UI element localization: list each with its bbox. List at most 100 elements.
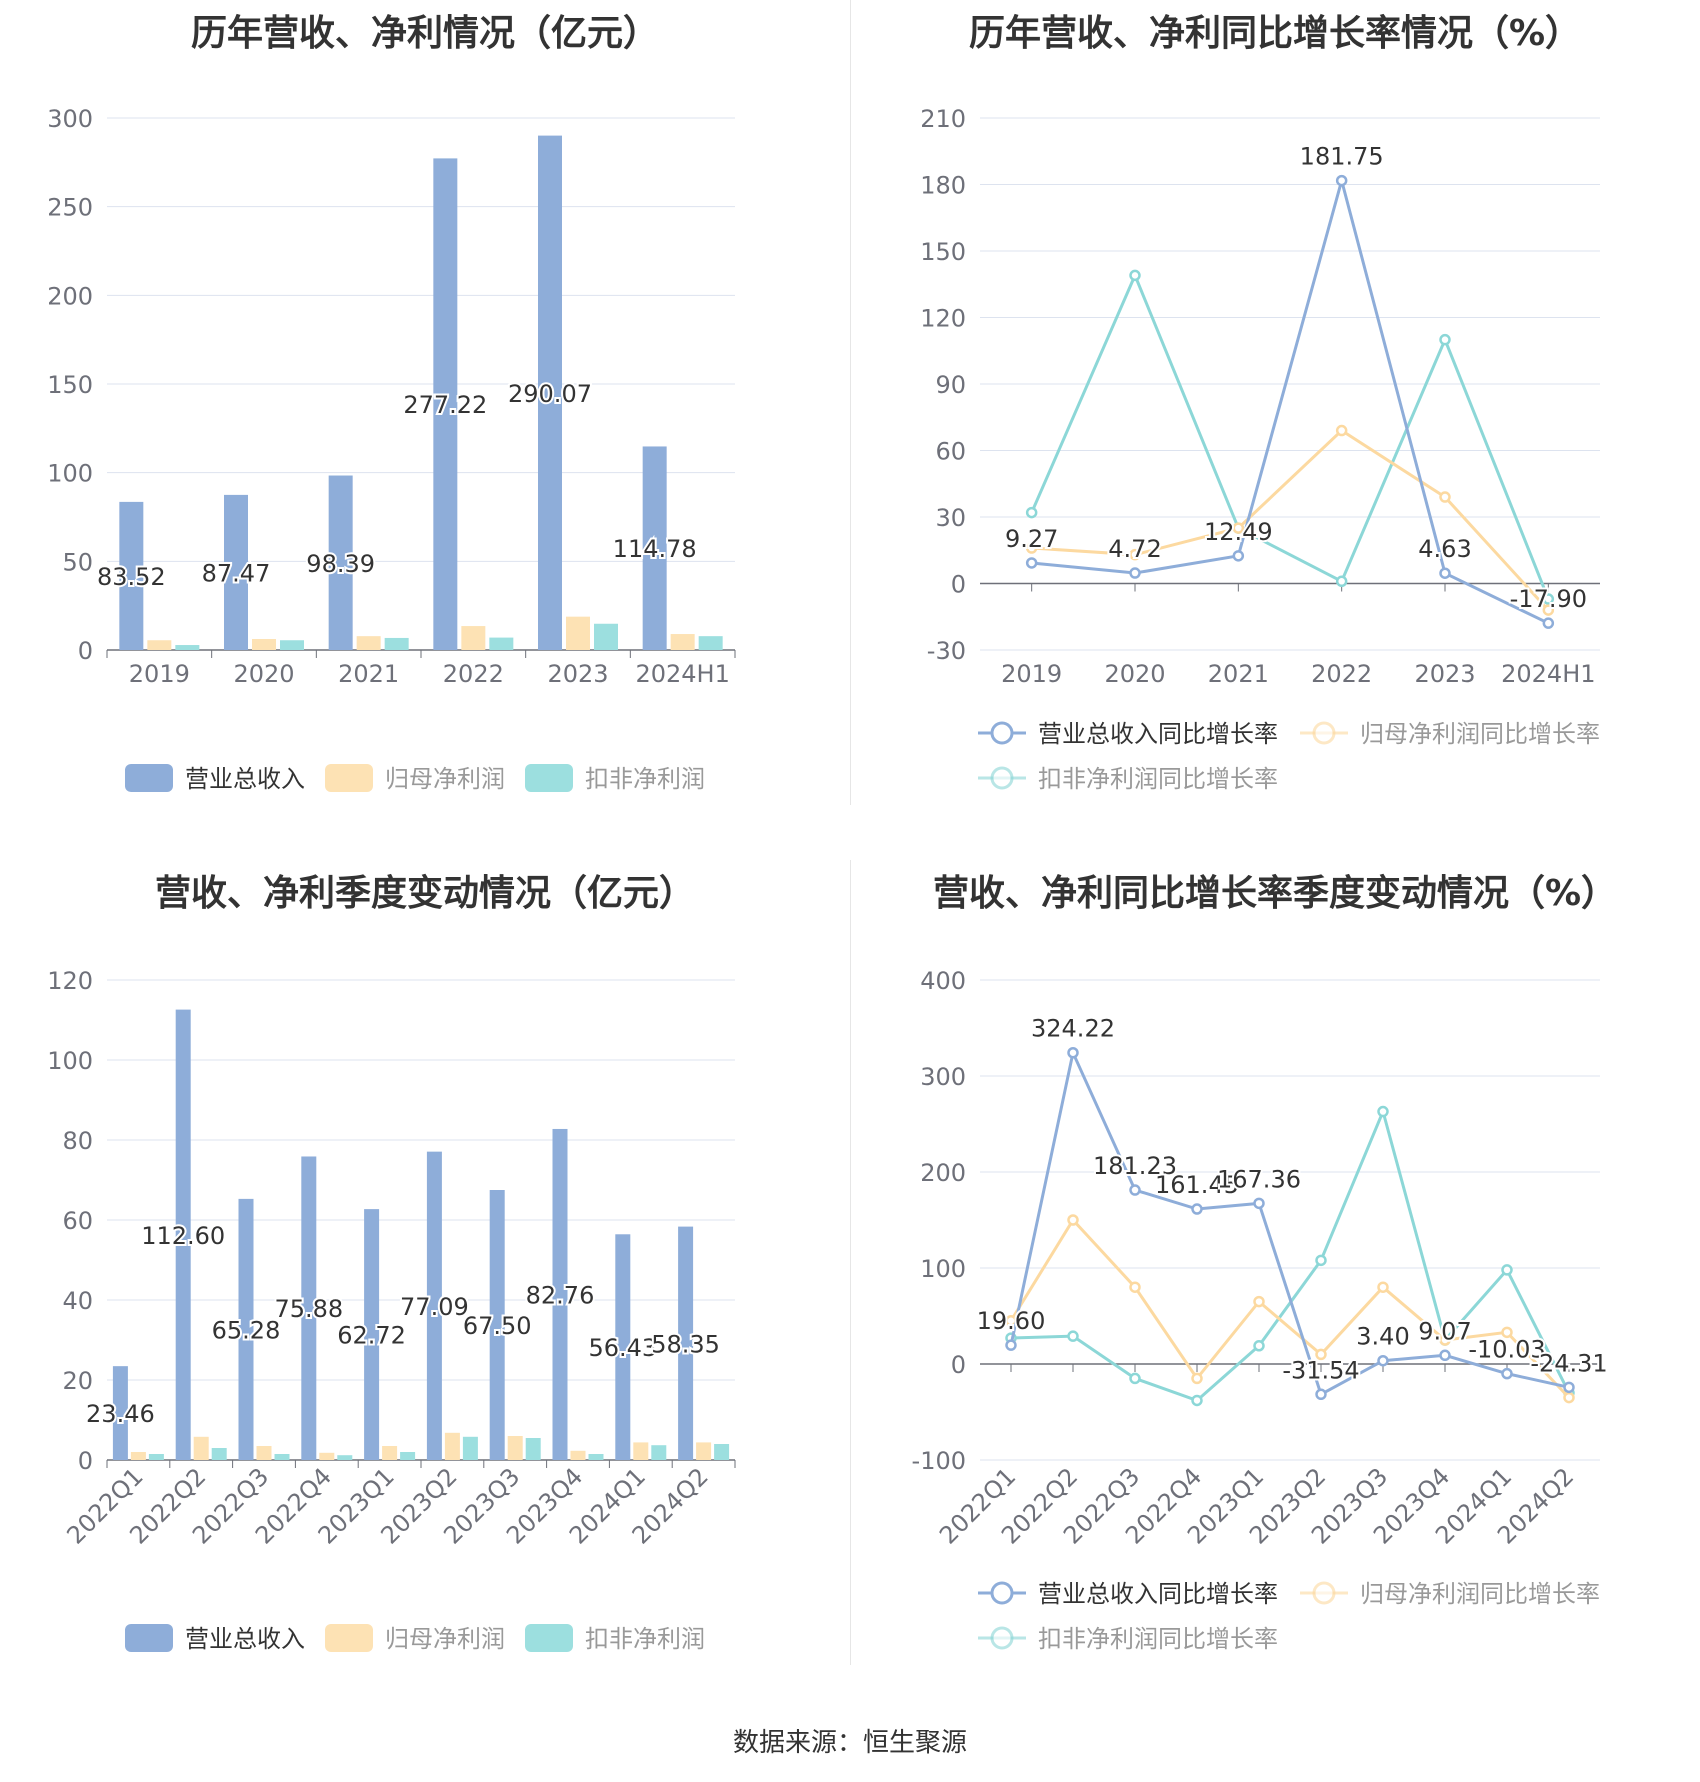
bar-2: [148, 1454, 164, 1460]
point-2: [1129, 269, 1141, 282]
x-tick-label: 2020: [1104, 660, 1165, 688]
point-0: [1377, 1354, 1389, 1367]
x-tick-label: 2019: [129, 660, 190, 688]
bar-2: [651, 1445, 667, 1460]
data-label: 161.45: [1155, 1171, 1239, 1199]
point-1: [1129, 548, 1141, 561]
point-1: [1129, 1281, 1141, 1293]
x-tick-label: 2019: [1001, 660, 1062, 688]
bar-0: [642, 446, 667, 650]
legend-marker: [1312, 721, 1336, 745]
point-0: [1439, 1349, 1451, 1362]
chart-title: 营收、净利同比增长率季度变动情况（%）: [932, 873, 1618, 914]
legend-swatch: [125, 764, 173, 792]
series-line-2: [1030, 271, 1550, 600]
x-tick-label: 2024H1: [1501, 660, 1595, 688]
vertical-divider-bottom: [850, 860, 851, 1665]
bar-1: [461, 626, 486, 650]
data-label: -24.31: [1530, 1349, 1607, 1377]
legend-marker: [990, 721, 1014, 745]
data-label: 290.07: [508, 380, 592, 408]
bar-2: [337, 1455, 353, 1460]
point-1: [1439, 1334, 1451, 1346]
annual-amounts-panel: 历年营收、净利情况（亿元） 0 50 100 150 200 250 300 2019 83.5…: [0, 0, 850, 800]
bar-2: [525, 1438, 541, 1460]
point-0: [1439, 567, 1451, 579]
data-label: 56.43: [588, 1334, 657, 1362]
bar-2: [594, 623, 618, 650]
point-2: [1067, 1330, 1079, 1342]
point-0: [1563, 1381, 1575, 1394]
bar-1: [444, 1432, 460, 1460]
y-tick-label: 40: [62, 1287, 93, 1315]
point-0: [1067, 1046, 1079, 1059]
x-tick-label: 2021: [338, 660, 399, 688]
point-2: [1501, 1264, 1513, 1276]
y-tick-label: 180: [920, 172, 966, 200]
point-2: [1253, 1340, 1265, 1352]
data-label: 3.40: [1356, 1323, 1409, 1351]
point-2: [1335, 575, 1348, 588]
bar-1: [252, 639, 276, 650]
bar-1: [670, 634, 695, 650]
bar-2: [175, 645, 200, 650]
bar-0: [433, 158, 458, 650]
x-tick-label: 2024H1: [635, 660, 729, 688]
point-0: [1232, 550, 1245, 562]
legend-label: 营业总收入: [185, 765, 305, 793]
bar-0: [489, 1190, 505, 1460]
data-label: 19.60: [977, 1307, 1046, 1335]
data-label: 181.75: [1300, 143, 1384, 171]
y-tick-label: 0: [951, 571, 966, 599]
chart-title: 营收、净利季度变动情况（亿元）: [154, 873, 695, 914]
legend-swatch: [325, 1624, 373, 1652]
point-1: [1501, 1326, 1513, 1339]
data-label: 23.46: [86, 1400, 155, 1428]
bar-1: [130, 1452, 146, 1460]
bar-0: [426, 1151, 442, 1460]
legend-label: 营业总收入: [185, 1625, 305, 1653]
bar-0: [364, 1209, 380, 1460]
y-tick-label: 0: [78, 1447, 93, 1475]
series-line-1: [1009, 1217, 1571, 1399]
bar-1: [633, 1442, 649, 1460]
point-2: [1025, 506, 1038, 519]
data-label: 83.52: [97, 563, 166, 591]
bar-0: [552, 1128, 568, 1460]
y-tick-label: 20: [62, 1367, 93, 1395]
point-2: [1315, 1254, 1327, 1267]
y-tick-label: 120: [920, 305, 966, 333]
bar-1: [147, 640, 172, 650]
data-label: 77.09: [400, 1293, 469, 1321]
y-tick-label: 0: [78, 637, 93, 665]
bar-2: [280, 640, 304, 650]
data-source: 数据来源：恒生聚源: [732, 1728, 967, 1758]
legend-label: 归母净利润: [385, 1625, 505, 1653]
point-0: [1005, 1339, 1017, 1351]
point-1: [1253, 1295, 1265, 1308]
data-label: 4.72: [1108, 535, 1161, 563]
legend-marker: [990, 1581, 1014, 1605]
point-0: [1315, 1388, 1327, 1401]
quarterly-amounts-chart: 0204060801001202022Q123.462022Q2112.6020…: [47, 967, 736, 1653]
legend-swatch: [125, 1624, 173, 1652]
y-tick-label: 90: [935, 371, 966, 399]
point-0: [1335, 174, 1348, 187]
quarterly-amounts-panel: 营收、净利季度变动情况（亿元） 0 20 40 60 80 100 120 2022Q1 23.…: [0, 860, 850, 1680]
legend-label: 营业总收入同比增长率: [1038, 1580, 1278, 1608]
point-0: [1129, 567, 1141, 579]
point-2: [1129, 1372, 1141, 1385]
data-label: -31.54: [1282, 1356, 1359, 1384]
x-tick-label: 2022: [443, 660, 504, 688]
legend-swatch: [525, 764, 573, 792]
x-tick-label: 2023: [547, 660, 608, 688]
bar-0: [175, 1009, 191, 1460]
point-2: [1542, 593, 1555, 605]
bar-0: [224, 494, 248, 650]
y-tick-label: 300: [920, 1063, 966, 1091]
data-label: -10.03: [1468, 1336, 1545, 1364]
quarterly-growth-chart: -10001002003004002022Q12022Q22022Q32022Q…: [912, 967, 1610, 1653]
legend-marker: [1312, 1581, 1336, 1605]
point-1: [1315, 1348, 1327, 1361]
bar-0: [538, 135, 562, 651]
